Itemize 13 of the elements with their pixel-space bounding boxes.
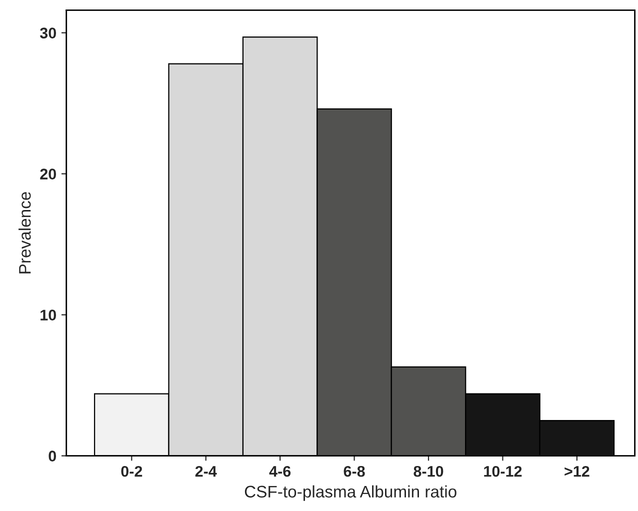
- x-tick-label: >12: [564, 466, 590, 477]
- y-tick-label: 0: [48, 450, 56, 462]
- x-tick-label: 4-6: [269, 466, 291, 477]
- y-axis-title: Prevalence: [18, 192, 31, 274]
- x-tick-label: 2-4: [195, 466, 217, 477]
- y-tick-label: 20: [40, 168, 56, 180]
- y-tick-label: 10: [40, 310, 56, 320]
- x-axis-title: CSF-to-plasma Albumin ratio: [244, 485, 456, 501]
- x-tick-label: 0-2: [121, 466, 142, 477]
- x-tick-label: 10-12: [484, 466, 522, 477]
- x-tick-label: 6-8: [344, 466, 365, 477]
- x-tick-label: 8-10: [414, 466, 444, 477]
- y-tick-label: 30: [40, 28, 56, 38]
